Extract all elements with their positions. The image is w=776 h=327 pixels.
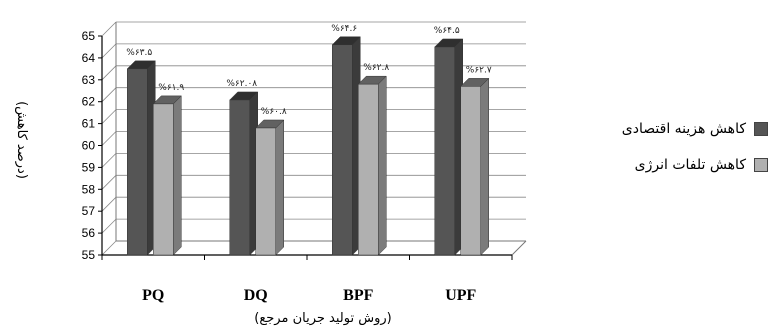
y-tick-label: 58 bbox=[82, 182, 96, 196]
bar-layer bbox=[126, 36, 490, 256]
bar-bpf-series-1-side bbox=[378, 75, 387, 256]
bar-upf-series-1-side bbox=[480, 77, 489, 256]
grid-diag bbox=[101, 109, 117, 124]
y-tick-label: 55 bbox=[82, 248, 96, 262]
bar-dq-series-1 bbox=[255, 127, 276, 256]
grid-diag bbox=[101, 196, 117, 212]
x-tick-label: PQ bbox=[142, 287, 164, 304]
grid-diag bbox=[101, 43, 117, 59]
grid-diag bbox=[101, 240, 117, 256]
x-tick-label: DQ bbox=[244, 287, 268, 304]
legend-label-energy: کاهش تلفات انرژی bbox=[634, 157, 746, 173]
data-label-pq-series-1: %۶۱.۹ bbox=[158, 83, 184, 93]
grid-diag bbox=[101, 218, 117, 234]
floor-right-edge bbox=[511, 240, 527, 256]
legend: کاهش هزینه اقتصادی کاهش تلفات انرژی bbox=[548, 117, 768, 177]
grid-diag bbox=[101, 21, 117, 37]
legend-item-energy: کاهش تلفات انرژی bbox=[548, 153, 768, 177]
y-axis-title: (درصد کاهش) bbox=[14, 101, 29, 179]
legend-label-economic: کاهش هزینه اقتصادی bbox=[621, 121, 746, 137]
data-label-bpf-series-1: %۶۲.۸ bbox=[363, 63, 389, 73]
y-tick-label: 56 bbox=[82, 226, 96, 240]
bar-dq-series-1-side bbox=[275, 119, 284, 256]
y-tick-label: 64 bbox=[82, 51, 96, 65]
grid-diag bbox=[101, 87, 117, 102]
y-tick-label: 63 bbox=[82, 73, 96, 87]
y-tick-label: 57 bbox=[82, 204, 96, 218]
data-label-upf-series-1: %۶۲.۷ bbox=[466, 65, 492, 75]
data-label-dq-series-1: %۶۰.۸ bbox=[261, 107, 287, 117]
legend-swatch-economic bbox=[754, 122, 768, 136]
y-tick-label: 60 bbox=[82, 139, 96, 153]
y-tick-label: 61 bbox=[82, 117, 96, 131]
label-layer: %۶۳.۵ %۶۱.۹ %۶۲.۰۸ %۶۰.۸ %۶۴.۶ %۶۲.۸ %۶۴.۵ %۶۲.… bbox=[126, 24, 492, 117]
data-label-pq-series-0: %۶۳.۵ bbox=[126, 48, 152, 58]
y-tick-label: 65 bbox=[82, 29, 96, 43]
y-tick-label: 62 bbox=[82, 95, 96, 109]
bar-bpf-series-0 bbox=[332, 44, 353, 256]
legend-item-economic: کاهش هزینه اقتصادی bbox=[548, 117, 768, 141]
y-tick-label: 59 bbox=[82, 160, 96, 174]
data-label-upf-series-0: %۶۴.۵ bbox=[434, 26, 460, 36]
data-label-dq-series-0: %۶۲.۰۸ bbox=[226, 79, 257, 89]
bar-upf-series-0 bbox=[434, 46, 455, 256]
x-axis-title: (روش تولید جریان مرجع) bbox=[254, 311, 391, 326]
bar-bpf-series-1 bbox=[358, 83, 379, 256]
x-tick-label: BPF bbox=[343, 287, 373, 304]
bar-pq-series-1-side bbox=[173, 95, 182, 256]
x-tick-label: UPF bbox=[445, 287, 476, 304]
legend-swatch-energy bbox=[754, 158, 768, 172]
grid-diag bbox=[101, 153, 117, 168]
grid-diag bbox=[101, 65, 117, 81]
bar-dq-series-0 bbox=[229, 99, 250, 256]
grid-diag bbox=[101, 131, 117, 146]
bar-upf-series-1 bbox=[460, 86, 481, 256]
grid-diag bbox=[101, 175, 117, 190]
bar-pq-series-1 bbox=[153, 103, 174, 256]
bar-pq-series-0 bbox=[127, 68, 148, 256]
data-label-bpf-series-0: %۶۴.۶ bbox=[331, 24, 357, 34]
